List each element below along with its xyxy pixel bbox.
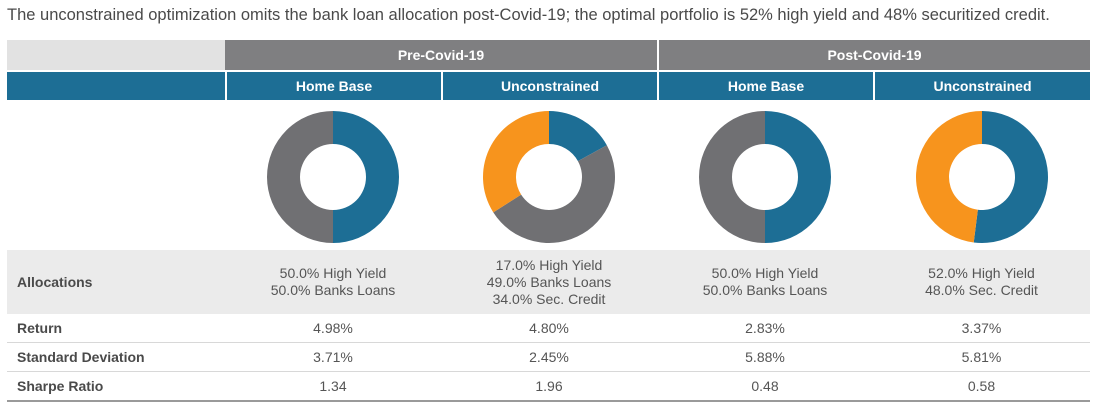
allocation-line: 49.0% Banks Loans <box>486 273 612 290</box>
period-post-covid: Post-Covid-19 <box>657 40 1090 70</box>
allocation-line: 48.0% Sec. Credit <box>925 282 1038 298</box>
period-pre-covid: Pre-Covid-19 <box>225 40 657 70</box>
sharpe-row: Sharpe Ratio 1.34 1.96 0.48 0.58 <box>7 372 1090 402</box>
donut-chart-pre-home-base <box>267 111 399 243</box>
allocation-cell: 50.0% High Yield 50.0% Banks Loans <box>657 250 873 314</box>
donut-cell <box>441 100 657 250</box>
sharpe-value: 0.58 <box>967 378 996 394</box>
donut-slice-banks-loans <box>267 111 333 243</box>
row-label-return: Return <box>17 320 63 336</box>
allocation-line: 50.0% High Yield <box>279 265 387 281</box>
scenario-header: Unconstrained <box>441 72 657 100</box>
donut-chart-post-unconstrained <box>915 111 1048 243</box>
comparison-table: Pre-Covid-19 Post-Covid-19 Home Base Unc… <box>7 40 1090 402</box>
allocation-line: 34.0% Sec. Credit <box>492 290 606 307</box>
period-header-row: Pre-Covid-19 Post-Covid-19 <box>7 40 1090 70</box>
std-dev-value: 2.45% <box>529 349 569 365</box>
scenario-header: Home Base <box>657 72 873 100</box>
corner-cell <box>7 40 225 70</box>
return-row: Return 4.98% 4.80% 2.83% 3.37% <box>7 314 1090 343</box>
donut-chart-row <box>7 100 1090 250</box>
std-dev-value: 3.71% <box>313 349 353 365</box>
chart-label-cell <box>7 100 225 250</box>
donut-slice-sec-credit <box>915 111 982 243</box>
std-dev-row: Standard Deviation 3.71% 2.45% 5.88% 5.8… <box>7 343 1090 372</box>
allocations-row: Allocations 50.0% High Yield 50.0% Banks… <box>7 250 1090 314</box>
return-value: 4.98% <box>313 320 353 336</box>
donut-slice-high-yield <box>549 111 607 162</box>
donut-slice-banks-loans <box>699 111 765 243</box>
allocation-line: 17.0% High Yield <box>495 256 603 273</box>
scenario-header: Home Base <box>225 72 441 100</box>
return-value: 3.37% <box>961 320 1002 336</box>
donut-chart-pre-unconstrained <box>483 111 615 244</box>
row-label-std-dev: Standard Deviation <box>17 349 145 365</box>
donut-chart-post-home-base <box>699 111 831 243</box>
sharpe-value: 0.48 <box>751 378 779 394</box>
allocation-cell: 17.0% High Yield 49.0% Banks Loans 34.0%… <box>441 250 657 314</box>
donut-slice-high-yield <box>765 111 831 243</box>
donut-slice-high-yield <box>333 111 399 243</box>
scenario-corner-cell <box>7 72 225 100</box>
scenario-header-row: Home Base Unconstrained Home Base Uncons… <box>7 70 1090 100</box>
allocation-cell: 52.0% High Yield 48.0% Sec. Credit <box>873 250 1090 314</box>
allocation-line: 50.0% Banks Loans <box>702 282 828 298</box>
allocation-line: 50.0% Banks Loans <box>270 282 396 298</box>
row-label-sharpe: Sharpe Ratio <box>17 378 104 394</box>
return-value: 4.80% <box>529 320 569 336</box>
allocation-line: 52.0% High Yield <box>928 265 1035 281</box>
row-label-allocations: Allocations <box>17 274 93 290</box>
scenario-header: Unconstrained <box>873 72 1090 100</box>
return-value: 2.83% <box>745 320 785 336</box>
donut-slice-high-yield <box>973 111 1048 243</box>
std-dev-value: 5.88% <box>745 349 785 365</box>
std-dev-value: 5.81% <box>961 349 1002 365</box>
sharpe-value: 1.96 <box>535 378 563 394</box>
allocation-cell: 50.0% High Yield 50.0% Banks Loans <box>225 250 441 314</box>
donut-cell <box>873 100 1090 250</box>
donut-slice-sec-credit <box>483 111 549 213</box>
sharpe-value: 1.34 <box>319 378 347 394</box>
allocation-line: 50.0% High Yield <box>711 265 819 281</box>
donut-slice-banks-loans <box>493 145 615 244</box>
donut-cell <box>657 100 873 250</box>
donut-cell <box>225 100 441 250</box>
figure-title: The unconstrained optimization omits the… <box>7 6 1050 24</box>
